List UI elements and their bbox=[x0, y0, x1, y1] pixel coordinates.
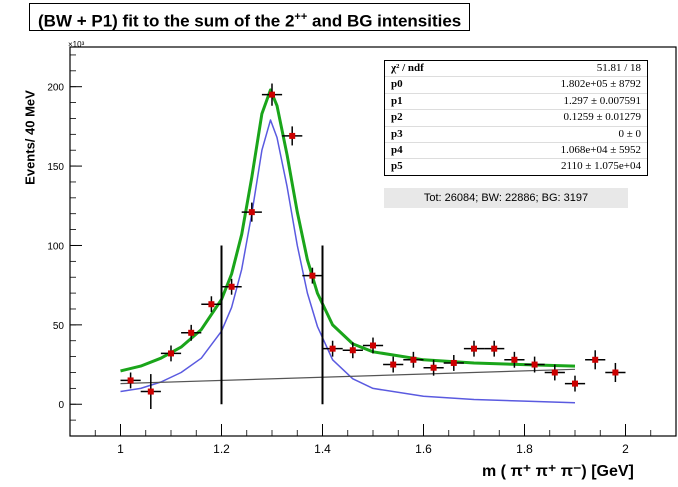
bw-curve-curve bbox=[120, 119, 576, 404]
data-point bbox=[612, 369, 619, 376]
y-tick-label: 50 bbox=[53, 321, 65, 332]
data-point bbox=[410, 356, 417, 363]
data-point bbox=[168, 350, 174, 357]
stats-row: p0 1.802e+05 ± 8792 bbox=[385, 77, 647, 94]
chart-title: (BW + P1) fit to the sum of the 2++ and … bbox=[29, 3, 471, 31]
data-point bbox=[491, 345, 498, 352]
y-axis-exponent: ×10³ bbox=[68, 40, 85, 49]
y-tick-label: 0 bbox=[58, 400, 64, 411]
x-tick-label: 1.2 bbox=[213, 442, 230, 456]
data-point bbox=[127, 377, 134, 384]
data-point bbox=[329, 345, 336, 352]
data-point bbox=[450, 359, 457, 366]
background-curve bbox=[120, 368, 576, 385]
stats-value: 0 ± 0 bbox=[618, 127, 641, 140]
y-axis-label: Events/ 40 MeV bbox=[22, 90, 38, 185]
stats-value: 51.81 / 18 bbox=[596, 62, 641, 74]
data-point bbox=[269, 91, 275, 98]
x-tick-label: 1.4 bbox=[314, 442, 331, 456]
data-point bbox=[248, 209, 255, 216]
x-tick-label: 1.8 bbox=[516, 442, 533, 456]
stats-key: p0 bbox=[391, 78, 403, 91]
data-point bbox=[390, 361, 397, 368]
x-axis-label: m ( π⁺ π⁺ π⁻) [GeV] bbox=[482, 463, 634, 480]
fit-stats-box: χ² / ndf 51.81 / 18 p0 1.802e+05 ± 8792 p1 1.… bbox=[384, 60, 648, 176]
data-point bbox=[531, 361, 538, 368]
stats-row: p2 0.1259 ± 0.01279 bbox=[385, 110, 647, 127]
data-point bbox=[592, 356, 599, 363]
y-tick-label: 100 bbox=[47, 241, 64, 252]
stats-key: p2 bbox=[391, 111, 403, 124]
total-fit-curve bbox=[120, 88, 576, 373]
stats-value: 0.1259 ± 0.01279 bbox=[563, 111, 641, 124]
stats-row: p1 1.297 ± 0.007591 bbox=[385, 94, 647, 111]
data-point bbox=[471, 345, 477, 352]
x-tick-label: 2 bbox=[622, 442, 629, 456]
stats-key: p5 bbox=[391, 160, 403, 173]
data-point bbox=[430, 364, 437, 371]
stats-value: 1.297 ± 0.007591 bbox=[563, 94, 641, 107]
stats-key: χ² / ndf bbox=[391, 62, 424, 74]
stats-key: p3 bbox=[391, 127, 403, 140]
data-point bbox=[551, 369, 558, 376]
stats-row: p4 1.068e+04 ± 5952 bbox=[385, 143, 647, 160]
stats-value: 2110 ± 1.075e+04 bbox=[561, 160, 641, 173]
data-point bbox=[349, 347, 356, 354]
totals-box: Tot: 26084; BW: 22886; BG: 3197 bbox=[384, 188, 628, 208]
stats-row: p5 2110 ± 1.075e+04 bbox=[385, 159, 647, 174]
data-point bbox=[572, 380, 578, 387]
data-point bbox=[309, 272, 316, 279]
stats-value: 1.068e+04 ± 5952 bbox=[560, 143, 641, 156]
y-tick-label: 200 bbox=[47, 83, 64, 94]
data-point bbox=[289, 132, 296, 139]
x-tick-label: 1.6 bbox=[415, 442, 432, 456]
data-point bbox=[228, 283, 235, 290]
data-point bbox=[147, 388, 154, 395]
stats-row: p3 0 ± 0 bbox=[385, 127, 647, 143]
data-point bbox=[208, 301, 215, 308]
x-tick-label: 1 bbox=[117, 442, 124, 456]
data-point bbox=[188, 329, 195, 336]
stats-value: 1.802e+05 ± 8792 bbox=[560, 78, 641, 91]
stats-key: p4 bbox=[391, 143, 403, 156]
data-point bbox=[511, 356, 518, 363]
data-point bbox=[370, 342, 376, 349]
stats-key: p1 bbox=[391, 94, 403, 107]
stats-row: χ² / ndf 51.81 / 18 bbox=[385, 61, 647, 78]
y-tick-label: 150 bbox=[47, 162, 64, 173]
